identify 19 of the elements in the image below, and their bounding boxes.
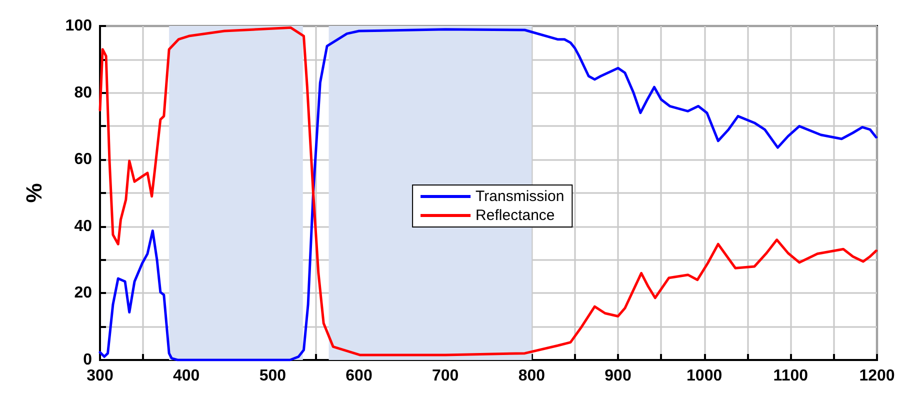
x-tick-label: 300	[86, 368, 114, 384]
y-tick-label: 60	[74, 151, 92, 168]
x-tick-label: 800	[518, 368, 546, 384]
y-tick-label: 80	[74, 84, 92, 102]
y-tick-label: 20	[74, 284, 92, 302]
y-tick-label: 0	[83, 352, 92, 368]
legend-label: Reflectance	[476, 207, 555, 224]
legend-label: Transmission	[476, 188, 564, 205]
x-tick-label: 900	[604, 368, 632, 384]
x-tick-label: 1200	[859, 368, 895, 384]
x-tick-label: 1100	[773, 368, 808, 384]
x-tick-label: 500	[259, 368, 286, 384]
x-tick-label: 1000	[686, 368, 722, 384]
y-axis-title: %	[22, 183, 46, 203]
y-tick-label: 100	[65, 18, 92, 34]
y-tick-label: 40	[74, 218, 92, 235]
x-tick-label: 400	[172, 368, 200, 384]
x-tick-label: 700	[432, 368, 459, 384]
x-tick-label: 600	[346, 368, 372, 384]
